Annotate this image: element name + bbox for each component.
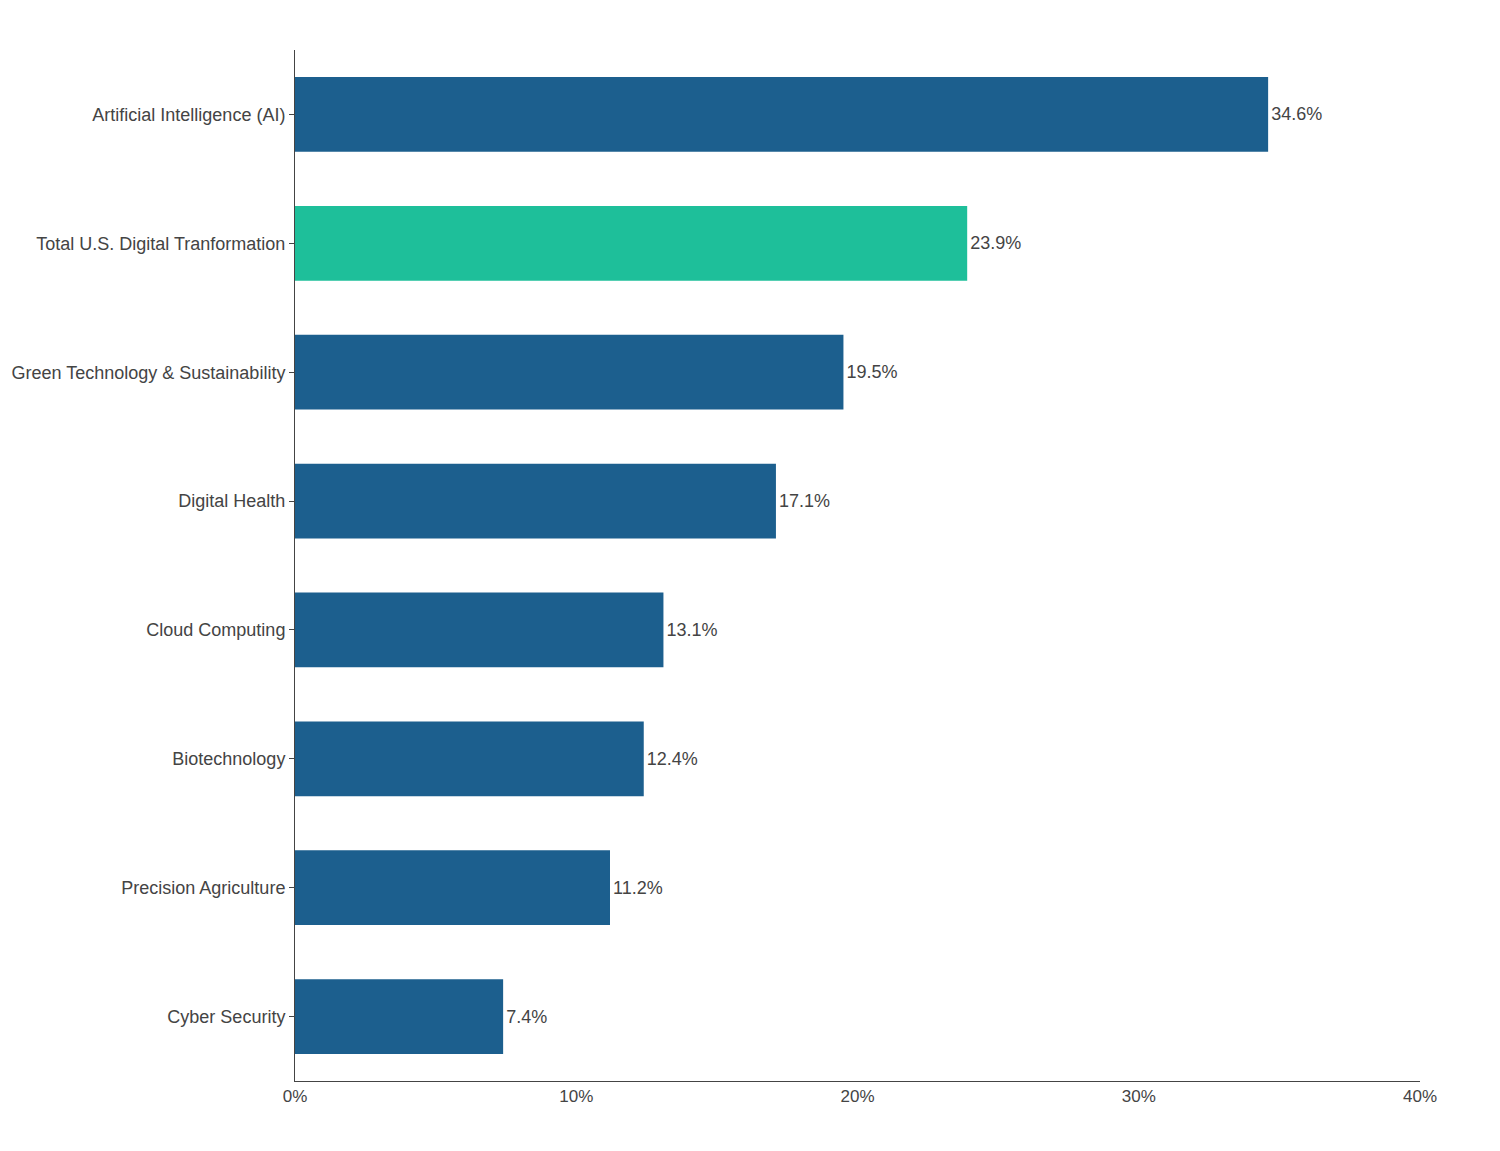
svg-text:Artificial Intelligence (AI): Artificial Intelligence (AI) [92,105,285,125]
svg-text:20%: 20% [840,1087,874,1106]
svg-text:Digital Health: Digital Health [178,491,285,511]
svg-text:23.9%: 23.9% [970,233,1021,253]
svg-text:30%: 30% [1122,1087,1156,1106]
svg-text:Total U.S. Digital Tranformati: Total U.S. Digital Tranformation [36,234,285,254]
svg-text:19.5%: 19.5% [846,362,897,382]
svg-text:13.1%: 13.1% [666,620,717,640]
svg-text:11.2%: 11.2% [613,878,663,898]
svg-text:Cloud Computing: Cloud Computing [146,620,285,640]
svg-text:12.4%: 12.4% [647,749,698,769]
svg-text:0%: 0% [283,1087,308,1106]
svg-text:7.4%: 7.4% [506,1007,547,1027]
svg-text:Green Technology & Sustainabil: Green Technology & Sustainability [12,362,286,382]
svg-text:10%: 10% [559,1087,593,1106]
svg-text:Precision Agriculture: Precision Agriculture [121,878,285,898]
svg-text:34.6%: 34.6% [1271,104,1322,124]
svg-text:Biotechnology: Biotechnology [172,749,285,769]
svg-text:17.1%: 17.1% [779,491,830,511]
svg-text:40%: 40% [1403,1087,1437,1106]
svg-text:Cyber Security: Cyber Security [167,1007,285,1027]
